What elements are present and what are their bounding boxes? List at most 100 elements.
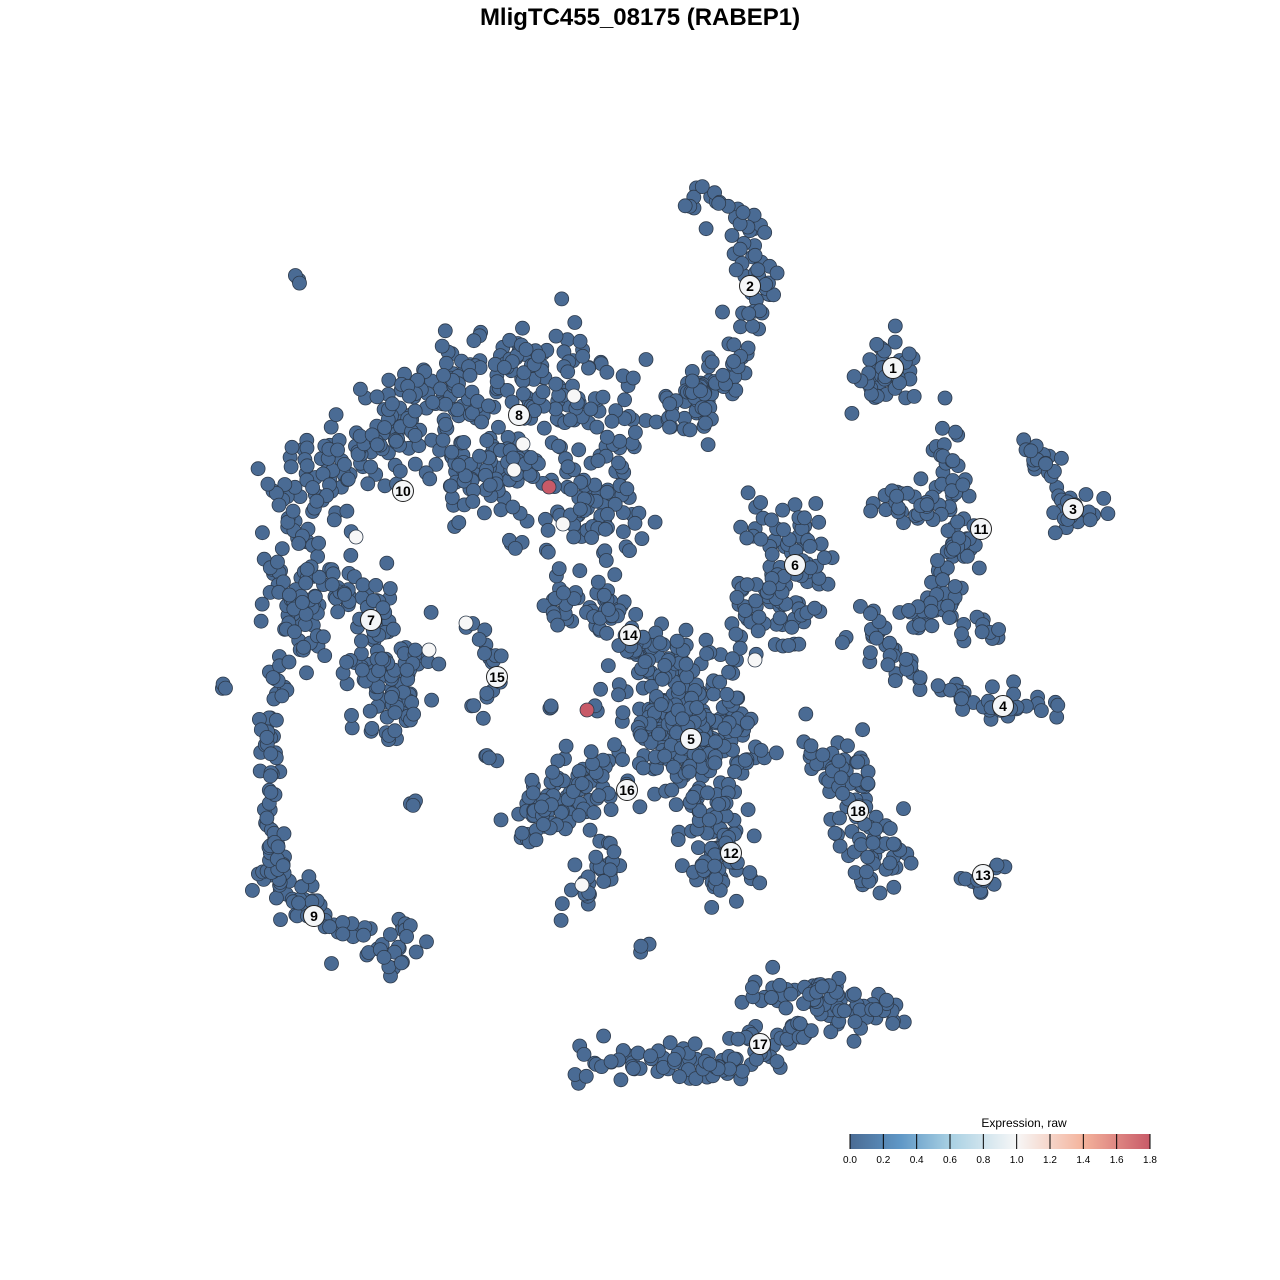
cell-point bbox=[479, 686, 495, 701]
cell-point bbox=[563, 482, 579, 497]
cell-point bbox=[924, 618, 940, 634]
cell-point bbox=[675, 711, 690, 727]
cluster-label-badge bbox=[784, 554, 806, 576]
cell-point bbox=[868, 1002, 884, 1017]
cell-point bbox=[753, 742, 769, 758]
expressing-cell-point bbox=[747, 652, 763, 668]
cell-point bbox=[989, 857, 1005, 873]
cell-point bbox=[898, 651, 914, 667]
cell-point bbox=[507, 541, 523, 556]
cell-point bbox=[896, 801, 911, 816]
cell-point bbox=[481, 750, 497, 766]
cluster-label-6: 6 bbox=[784, 554, 806, 576]
cell-point bbox=[697, 401, 713, 417]
cell-point bbox=[531, 348, 546, 364]
cell-point bbox=[757, 225, 773, 240]
cell-point bbox=[679, 669, 695, 685]
cell-point bbox=[721, 664, 736, 680]
cell-point bbox=[339, 654, 355, 670]
cell-point bbox=[588, 849, 604, 865]
cell-point bbox=[681, 764, 697, 780]
cluster-label-badge bbox=[619, 624, 641, 646]
cluster-label-8: 8 bbox=[508, 404, 530, 426]
cell-point bbox=[803, 1023, 819, 1038]
cell-point bbox=[554, 896, 570, 911]
cell-point bbox=[765, 959, 781, 975]
cell-point bbox=[291, 536, 307, 551]
cell-point bbox=[385, 621, 401, 637]
cell-point bbox=[1006, 674, 1021, 690]
cell-point bbox=[611, 455, 626, 471]
cell-point bbox=[613, 1072, 629, 1088]
cell-point bbox=[924, 603, 939, 619]
cell-point bbox=[802, 539, 818, 554]
cell-point bbox=[740, 485, 756, 501]
cell-point bbox=[274, 541, 290, 556]
cell-point bbox=[628, 424, 643, 440]
cell-point bbox=[823, 1024, 839, 1040]
cell-point bbox=[535, 384, 551, 400]
cell-point bbox=[670, 832, 686, 847]
cell-point bbox=[889, 488, 905, 504]
cell-point bbox=[787, 497, 803, 513]
cell-point bbox=[726, 353, 741, 369]
cluster-label-17: 17 bbox=[749, 1033, 771, 1055]
cluster-label-badge bbox=[486, 666, 508, 688]
cell-point bbox=[406, 706, 422, 722]
cell-point bbox=[457, 468, 473, 484]
cluster-label-text: 14 bbox=[622, 627, 638, 643]
cell-point bbox=[307, 589, 323, 605]
cell-point bbox=[381, 372, 397, 388]
legend-tick-label: 1.2 bbox=[1043, 1155, 1057, 1166]
cell-point bbox=[835, 786, 850, 801]
cell-point bbox=[1050, 697, 1066, 713]
cell-point bbox=[947, 579, 963, 594]
cell-point bbox=[419, 934, 434, 950]
cell-point bbox=[444, 444, 460, 460]
cell-point bbox=[379, 555, 395, 571]
cell-point bbox=[741, 306, 757, 322]
cell-point bbox=[657, 748, 673, 764]
legend-tick-label: 0.8 bbox=[976, 1155, 990, 1166]
cell-point bbox=[742, 865, 758, 880]
cell-point bbox=[291, 895, 307, 911]
cell-point bbox=[466, 698, 482, 713]
cell-point bbox=[666, 759, 681, 775]
cell-point bbox=[882, 855, 898, 871]
cell-point bbox=[612, 433, 628, 449]
cell-point bbox=[704, 900, 720, 915]
cell-point bbox=[1078, 487, 1094, 502]
cell-point bbox=[292, 275, 307, 291]
cell-point bbox=[724, 228, 740, 243]
cluster-label-badge bbox=[360, 609, 382, 631]
cell-point bbox=[298, 575, 314, 591]
cell-point bbox=[382, 927, 398, 942]
cell-point bbox=[735, 205, 751, 220]
cell-point bbox=[654, 671, 670, 687]
cluster-label-10: 10 bbox=[392, 480, 414, 502]
cell-point bbox=[622, 543, 637, 558]
cell-point bbox=[751, 609, 767, 625]
legend-tick-label: 0.2 bbox=[876, 1155, 890, 1166]
cell-point bbox=[408, 944, 424, 960]
cell-point bbox=[311, 569, 327, 585]
cell-point bbox=[764, 546, 780, 562]
cell-point bbox=[698, 632, 714, 648]
cell-point bbox=[619, 481, 635, 497]
cell-point bbox=[330, 442, 346, 458]
cell-point bbox=[778, 1000, 794, 1016]
cell-point bbox=[560, 459, 576, 475]
expressing-cell-point bbox=[579, 702, 595, 718]
cell-point bbox=[545, 764, 560, 780]
cell-point bbox=[275, 858, 291, 874]
cell-point bbox=[274, 688, 290, 704]
cluster-label-text: 15 bbox=[489, 669, 505, 685]
cell-point bbox=[657, 658, 673, 673]
cell-point bbox=[885, 1016, 901, 1031]
cell-point bbox=[599, 364, 615, 380]
cell-point bbox=[516, 365, 532, 381]
cluster-label-text: 8 bbox=[515, 407, 523, 423]
cell-point bbox=[451, 515, 467, 530]
cluster-label-badge bbox=[972, 864, 994, 886]
cluster-label-badge bbox=[1062, 498, 1084, 520]
